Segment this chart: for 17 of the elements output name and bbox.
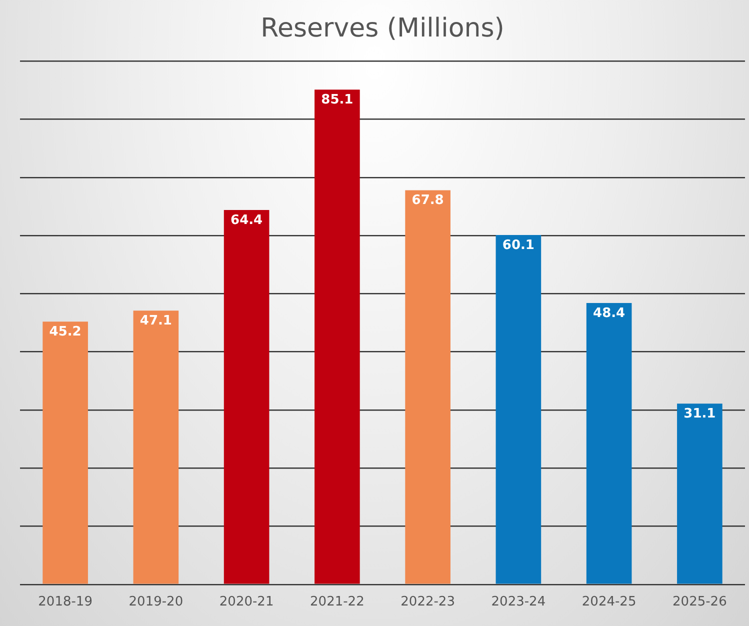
x-tick-label: 2025-26 [672, 594, 727, 610]
x-tick-label: 2018-19 [38, 594, 92, 610]
x-tick-label: 2019-20 [128, 594, 184, 610]
data-label: 45.2 [49, 324, 82, 340]
data-label: 31.1 [684, 406, 716, 422]
data-label: 67.8 [412, 193, 444, 208]
data-label: 64.4 [230, 212, 263, 228]
x-tick-label: 2022-23 [400, 594, 455, 610]
data-label: 60.1 [502, 238, 534, 253]
x-tick-label: 2020-21 [219, 594, 274, 610]
x-tick-label: 2023-24 [491, 594, 546, 610]
x-tick-label: 2024-25 [582, 594, 636, 610]
data-label: 85.1 [321, 92, 354, 108]
data-label: 48.4 [593, 306, 626, 321]
chart-title: Reserves (Millions) [260, 13, 504, 44]
x-tick-label: 2021-22 [310, 594, 364, 610]
data-label: 47.1 [140, 313, 172, 328]
